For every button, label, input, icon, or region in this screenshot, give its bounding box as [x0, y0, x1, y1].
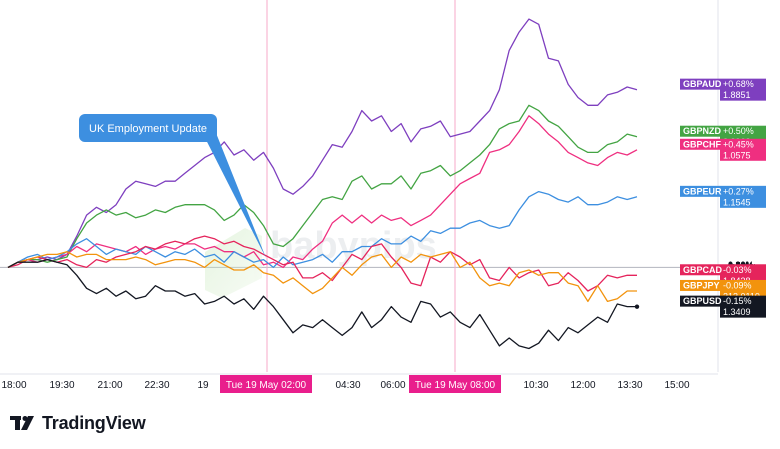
x-tick-label: 12:00 [570, 380, 595, 391]
tradingview-logo-icon [10, 416, 34, 430]
annotation-pointer [200, 128, 266, 258]
x-tick-label: 13:30 [617, 380, 642, 391]
price-tag-gbpaud: GBPAUD +0.68%1.8851 [680, 78, 766, 101]
highlighted-time-badge [409, 375, 501, 393]
tag-name-bg [680, 78, 720, 90]
watermark-text: babypips [270, 225, 437, 267]
annotation-text: UK Employment Update [89, 123, 207, 135]
tag-value-bg [720, 78, 766, 101]
price-tag-gbpusd: GBPUSD -0.15%1.3409 [680, 295, 766, 318]
price-tag-gbpeur: GBPEUR +0.27%1.1545 [680, 185, 766, 208]
tag-symbol: GBPNZD [683, 126, 722, 136]
x-tick-label: 04:30 [335, 380, 360, 391]
tag-change: +0.68% [723, 79, 754, 89]
tag-name-bg [680, 125, 720, 137]
series-line-gbpjpy [7, 251, 637, 303]
x-tick-label: Tue 19 May 02:00 [226, 380, 307, 391]
tag-name-bg [680, 279, 720, 291]
tag-price: 1.0575 [723, 150, 751, 160]
x-tick-label: 18:00 [1, 380, 26, 391]
series-line-gbpaud [7, 18, 638, 268]
highlighted-time-badge [220, 375, 312, 393]
tag-change: -0.03% [723, 265, 752, 275]
tag-change: +0.45% [723, 139, 754, 149]
tag-symbol: GBPAUD [683, 79, 722, 89]
series-line-gbpeur [7, 190, 638, 269]
tag-value-bg [720, 185, 766, 208]
tag-price: 1.8851 [723, 90, 751, 100]
tag-symbol: GBPJPY [683, 280, 720, 290]
tag-change: +0.50% [723, 126, 754, 136]
x-tick-label: 21:00 [97, 380, 122, 391]
tradingview-wordmark: TradingView [42, 412, 146, 433]
x-tick-label: 19 [197, 380, 209, 391]
tag-symbol: GBPCHF [683, 139, 722, 149]
series-line-gbpnzd [7, 104, 638, 268]
tag-value-bg [720, 138, 766, 161]
x-tick-label: 22:30 [144, 380, 169, 391]
tag-symbol: GBPUSD [683, 296, 722, 306]
tag-name-bg [680, 264, 720, 276]
tag-symbol: GBPEUR [683, 186, 722, 196]
tag-price: 1.3409 [723, 307, 751, 317]
tag-change: -0.09% [723, 280, 752, 290]
last-point-marker [634, 304, 640, 309]
tag-name-bg [680, 295, 720, 307]
tag-price: 1.1545 [723, 197, 751, 207]
babypips-watermark: babypips [205, 225, 437, 298]
x-tick-label: 10:30 [523, 380, 548, 391]
x-tick-label: 15:00 [664, 380, 689, 391]
tradingview-branding: TradingView [10, 412, 146, 434]
x-tick-label: Tue 19 May 08:00 [415, 380, 496, 391]
price-tag-gbpchf: GBPCHF +0.45%1.0575 [680, 138, 766, 161]
tag-change: +0.27% [723, 186, 754, 196]
tag-name-bg [680, 138, 720, 150]
chart-canvas: babypips UK Employment Update 1.00%0.90%… [0, 0, 766, 393]
annotation-box [79, 114, 217, 142]
x-tick-label: 06:00 [380, 380, 405, 391]
tag-change: -0.15% [723, 296, 752, 306]
tag-symbol: GBPCAD [683, 265, 723, 275]
tag-value-bg [720, 295, 766, 318]
series-line-gbpchf [7, 115, 638, 269]
x-tick-label: 19:30 [49, 380, 74, 391]
series-line-gbpusd [7, 258, 637, 350]
tag-name-bg [680, 185, 720, 197]
